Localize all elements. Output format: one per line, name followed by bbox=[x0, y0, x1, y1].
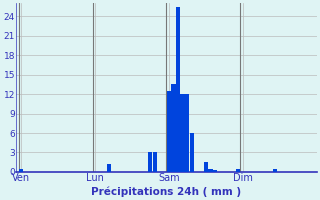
Bar bbox=[176, 7, 180, 172]
Bar bbox=[19, 169, 23, 172]
Bar bbox=[185, 94, 189, 172]
Bar bbox=[171, 84, 176, 172]
Bar bbox=[180, 94, 185, 172]
Bar bbox=[208, 169, 212, 172]
Bar bbox=[148, 152, 152, 172]
Bar bbox=[166, 91, 171, 172]
Bar bbox=[236, 169, 240, 172]
Bar bbox=[204, 162, 208, 172]
Bar bbox=[273, 169, 277, 172]
Bar bbox=[213, 170, 217, 172]
Bar bbox=[153, 152, 157, 172]
Bar bbox=[190, 133, 194, 172]
X-axis label: Précipitations 24h ( mm ): Précipitations 24h ( mm ) bbox=[92, 186, 242, 197]
Bar bbox=[107, 164, 111, 172]
